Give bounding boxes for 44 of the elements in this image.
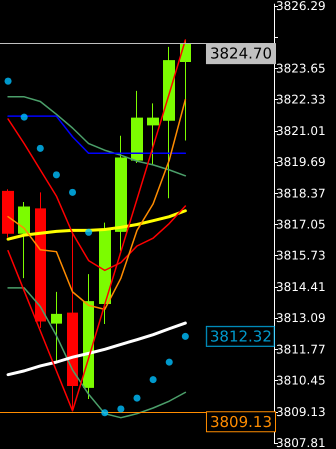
point — [182, 332, 189, 340]
ref-line-label: 3824.70 — [210, 44, 272, 63]
y-tick-label: 3813.09 — [276, 311, 326, 326]
line-series — [7, 39, 186, 412]
y-tick-label: 3821.01 — [276, 124, 326, 138]
candlestick — [115, 135, 127, 252]
line-series — [6, 322, 187, 376]
point — [150, 376, 157, 384]
point — [117, 405, 124, 412]
line-series — [6, 209, 187, 241]
point — [36, 144, 44, 152]
point — [20, 114, 28, 121]
y-tick-label: 3807.81 — [276, 436, 326, 449]
candlestick — [147, 102, 159, 166]
line-series — [7, 287, 186, 418]
point — [69, 188, 76, 196]
line-series — [7, 96, 186, 177]
y-tick-label: 3809.13 — [276, 404, 326, 419]
point — [101, 409, 108, 416]
y-tick-label: 3811.77 — [276, 342, 326, 356]
point — [4, 78, 12, 85]
data-label: 3812.32 — [210, 327, 272, 346]
point — [52, 171, 60, 178]
y-tick-label: 3823.65 — [276, 61, 326, 76]
y-tick-label: 3826.29 — [276, 0, 326, 13]
y-tick-label: 3810.45 — [276, 374, 326, 388]
candlestick — [163, 46, 175, 199]
point — [134, 394, 140, 402]
candlestick — [35, 192, 46, 328]
point — [166, 358, 173, 366]
ref-line-label: 3809.13 — [210, 412, 272, 431]
y-tick-label: 3819.69 — [276, 155, 326, 170]
y-tick-label: 3814.41 — [276, 280, 326, 294]
candlestick — [18, 202, 30, 279]
candlestick — [131, 90, 143, 164]
y-tick-label: 3815.73 — [276, 248, 326, 263]
y-tick-label: 3818.37 — [276, 186, 326, 200]
y-tick-label: 3817.05 — [276, 217, 326, 232]
point — [85, 228, 92, 236]
candlestick — [99, 222, 111, 325]
candlestick — [180, 40, 191, 142]
line-series — [7, 98, 186, 310]
y-tick-label: 3822.33 — [276, 92, 326, 107]
candlestick — [2, 188, 14, 238]
